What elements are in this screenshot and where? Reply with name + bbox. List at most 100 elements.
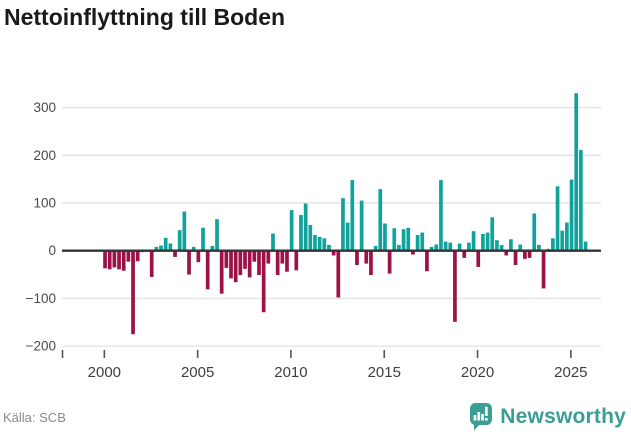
y-axis-label-100: 100 [33,195,56,210]
bar [177,230,182,251]
bar [555,186,560,251]
bar [527,250,532,258]
bar [537,244,541,251]
bar [247,250,252,278]
bar [471,231,476,251]
bar [285,250,289,272]
bar [518,244,523,251]
bar [495,240,499,251]
bar [121,250,126,271]
newsworthy-logo-text: Newsworthy [500,404,626,428]
newsworthy-logo: Newsworthy [469,402,626,431]
bar [383,223,387,251]
bar [168,243,173,251]
bar [308,224,313,251]
bar [476,250,481,267]
x-axis-label-2010: 2010 [274,364,307,381]
bar [355,250,359,266]
bar [182,211,187,251]
bar [238,250,243,276]
bar [112,250,117,268]
x-axis-label-2000: 2000 [88,364,121,381]
bar [415,234,420,251]
bar [271,233,275,251]
y-axis-label--200: −200 [26,339,56,354]
bar [369,250,373,276]
bar [490,217,495,251]
bar [583,241,588,251]
bar [443,241,448,251]
bar [131,250,135,335]
bar [327,244,331,251]
bar [317,236,322,251]
bar [149,250,154,277]
bar [541,250,546,289]
bar [532,213,537,251]
bar [196,250,201,263]
bar [163,237,168,251]
bar [252,250,257,262]
x-axis-label-2020: 2020 [461,364,494,381]
bar [261,250,266,313]
bar [425,250,429,272]
bar [448,242,453,251]
bar [275,250,280,276]
bar [364,250,369,264]
bar [579,150,583,251]
bar [565,222,569,251]
bar [135,250,140,262]
bar [513,250,518,266]
bar [243,250,247,269]
bar [336,250,341,298]
y-axis-label-0: 0 [48,243,56,258]
bar [219,250,224,294]
bar [322,238,327,251]
bar [224,250,229,268]
bar [201,227,205,251]
bar [569,179,574,251]
bar [294,250,299,271]
bar [485,232,490,251]
x-axis-label-2025: 2025 [554,364,587,381]
bar [411,250,415,255]
bar [499,244,504,251]
y-axis-label--100: −100 [26,291,56,306]
bar [215,219,219,251]
bar [378,189,383,251]
x-axis-label-2005: 2005 [181,364,214,381]
bar [280,250,285,264]
bar [406,227,411,251]
bar [210,245,215,251]
bar [159,245,163,251]
bar [523,250,527,259]
bar [345,222,350,251]
bar [107,250,112,270]
bar [299,214,303,251]
bar [574,93,579,251]
bar [457,243,462,251]
bar [341,198,345,251]
source-caption: Källa: SCB [3,410,66,425]
newsworthy-icon [470,403,493,431]
y-axis-label-200: 200 [33,148,56,163]
bar [462,250,467,258]
bar [467,242,471,251]
bar [509,239,513,251]
bar [257,250,261,276]
bar [303,203,308,251]
bar [331,250,336,256]
bar [439,180,443,251]
bar [350,180,355,251]
bar [392,228,397,251]
bar [481,233,485,251]
bar [551,238,555,251]
bar [453,250,457,322]
bar [289,210,294,251]
bar [313,234,317,251]
bar [359,200,364,251]
bar [173,250,177,257]
bar [420,232,425,251]
bar [154,246,159,251]
bar [117,250,121,270]
bar [504,250,509,256]
